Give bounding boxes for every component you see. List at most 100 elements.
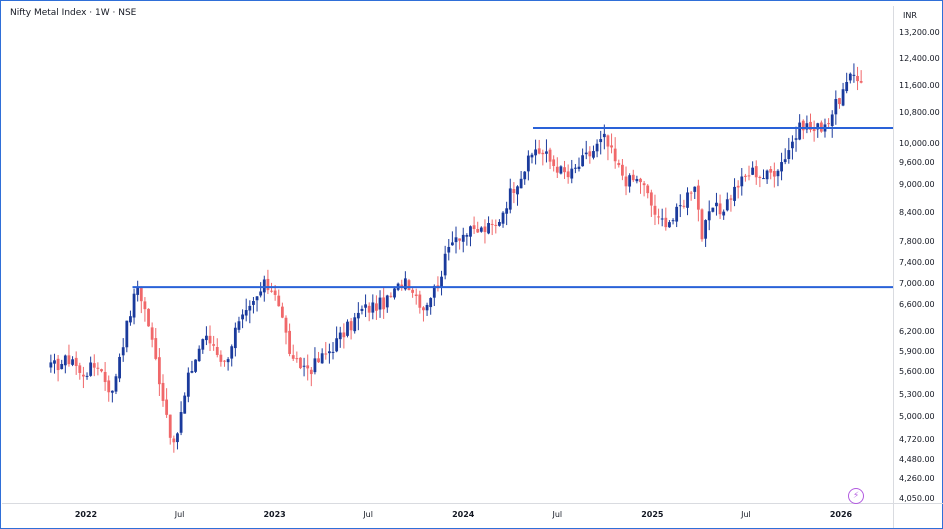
- candle-body: [74, 357, 78, 366]
- candle-body: [780, 162, 783, 172]
- candle-body: [107, 380, 111, 393]
- candle-body: [845, 82, 849, 92]
- candle-body: [201, 339, 205, 350]
- candle-body: [512, 189, 516, 193]
- candle-body: [288, 330, 292, 354]
- candle-body: [393, 288, 396, 298]
- candle-body: [125, 320, 129, 348]
- candle-body: [555, 166, 559, 173]
- candle-body: [67, 355, 71, 365]
- candle-body: [226, 359, 230, 363]
- x-tick-label: 2024: [452, 510, 475, 519]
- candle-body: [526, 155, 530, 172]
- candle-body: [675, 206, 679, 222]
- candle-body: [432, 285, 436, 298]
- candle-body: [646, 185, 650, 194]
- candle-body: [772, 171, 776, 177]
- y-tick-label: 9,000.00: [899, 180, 935, 189]
- candle-body: [342, 332, 346, 338]
- y-tick-label: 5,300.00: [899, 390, 935, 399]
- candle-body: [295, 358, 299, 360]
- candle-body: [751, 167, 755, 175]
- candle-body: [375, 303, 378, 311]
- candle-body: [280, 306, 284, 318]
- candle-body: [450, 242, 454, 246]
- y-tick-label: 7,400.00: [899, 258, 935, 267]
- candle-body: [230, 346, 234, 359]
- candle-body: [92, 363, 96, 368]
- candle-body: [682, 205, 686, 207]
- candle-body: [841, 89, 845, 106]
- y-tick-label: 9,600.00: [899, 158, 935, 167]
- lightning-icon[interactable]: ⚡: [848, 488, 864, 504]
- y-tick-label: 13,200.00: [899, 28, 940, 37]
- candle-body: [483, 226, 487, 233]
- candle-body: [834, 98, 838, 115]
- y-tick-label: 10,000.00: [899, 139, 940, 148]
- candle-body: [534, 149, 537, 156]
- candle-body: [783, 159, 787, 163]
- candle-body: [725, 199, 729, 211]
- candle-body: [277, 295, 281, 307]
- candle-body: [317, 358, 320, 363]
- candle-body: [110, 390, 114, 393]
- candle-body: [454, 237, 458, 243]
- candle-body: [266, 278, 270, 291]
- candle-body: [736, 185, 740, 188]
- candle-body: [132, 293, 136, 318]
- candle-body: [219, 354, 223, 362]
- y-tick-label: 5,600.00: [899, 367, 935, 376]
- candle-body: [302, 365, 306, 367]
- candle-body: [494, 224, 498, 226]
- candle-body: [718, 203, 722, 215]
- candle-body: [414, 294, 418, 296]
- candle-body: [443, 253, 447, 276]
- candle-body: [747, 175, 751, 177]
- candle-body: [722, 211, 726, 216]
- y-tick-label: 5,000.00: [899, 412, 935, 421]
- candle-body: [129, 316, 132, 323]
- candle-body: [212, 344, 216, 346]
- candle-body: [769, 169, 773, 173]
- y-tick-label: 10,800.00: [899, 108, 940, 117]
- candle-body: [668, 222, 671, 228]
- y-tick-label: 4,480.00: [899, 455, 935, 464]
- candle-body: [89, 362, 93, 376]
- candle-body: [299, 357, 302, 369]
- candle-body: [613, 148, 617, 162]
- candle-body: [364, 304, 367, 308]
- candle-body: [121, 347, 125, 356]
- candle-body: [791, 141, 794, 149]
- candle-body: [118, 356, 121, 379]
- candle-body: [447, 246, 451, 253]
- candle-body: [197, 348, 201, 362]
- candle-body: [183, 395, 187, 414]
- candle-body: [320, 353, 324, 364]
- y-tick-label: 4,720.00: [899, 435, 935, 444]
- candle-body: [425, 304, 429, 311]
- candle-body: [139, 286, 143, 302]
- candle-body: [172, 438, 176, 443]
- candle-body: [78, 365, 82, 373]
- x-tick-label: 2022: [75, 510, 97, 519]
- candle-body: [429, 298, 433, 308]
- candle-body: [465, 235, 469, 237]
- candle-body: [479, 227, 483, 232]
- candle-body: [223, 360, 226, 362]
- candle-body: [306, 365, 310, 369]
- x-tick-label: Jul: [362, 510, 373, 519]
- candle-body: [241, 314, 244, 320]
- candle-body: [458, 238, 462, 241]
- candle-body: [273, 290, 277, 295]
- candles-group: [49, 63, 863, 453]
- candle-body: [161, 382, 165, 401]
- candle-body: [541, 152, 545, 155]
- currency-label: INR: [903, 11, 917, 20]
- candle-body: [418, 294, 422, 308]
- candle-body: [208, 335, 212, 344]
- candle-body: [114, 376, 118, 392]
- candle-body: [581, 155, 585, 167]
- candle-body: [371, 302, 375, 313]
- candle-body: [657, 216, 660, 218]
